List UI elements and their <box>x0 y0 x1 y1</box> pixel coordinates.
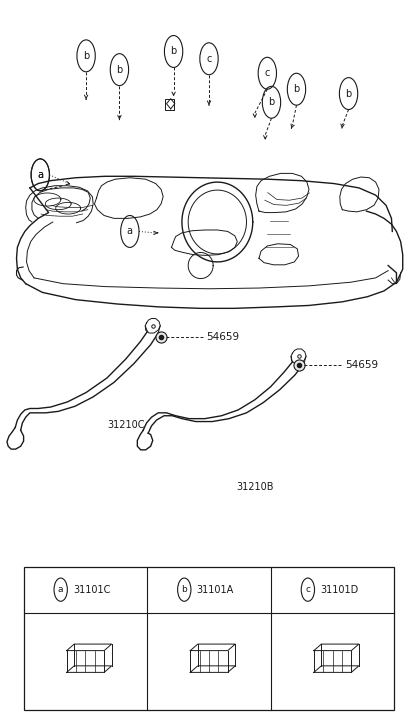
Text: b: b <box>268 97 275 108</box>
Text: 31210B: 31210B <box>236 482 273 492</box>
Text: c: c <box>265 68 270 79</box>
Text: a: a <box>58 585 64 594</box>
Text: a: a <box>37 170 43 180</box>
Text: c: c <box>306 585 311 594</box>
Text: 31210C: 31210C <box>107 420 145 430</box>
Text: b: b <box>83 51 89 61</box>
Text: b: b <box>181 585 187 594</box>
Text: 31101C: 31101C <box>73 585 110 595</box>
Text: 31101A: 31101A <box>197 585 234 595</box>
Text: a: a <box>127 226 133 236</box>
Text: 54659: 54659 <box>206 332 240 342</box>
Text: b: b <box>171 47 177 57</box>
Text: b: b <box>345 89 352 99</box>
Text: 31101D: 31101D <box>320 585 359 595</box>
Text: b: b <box>116 65 122 75</box>
Text: a: a <box>37 170 43 180</box>
Text: c: c <box>206 54 212 64</box>
Bar <box>165 100 174 110</box>
Text: 54659: 54659 <box>345 360 378 370</box>
Text: b: b <box>293 84 300 95</box>
Bar <box>23 566 395 710</box>
